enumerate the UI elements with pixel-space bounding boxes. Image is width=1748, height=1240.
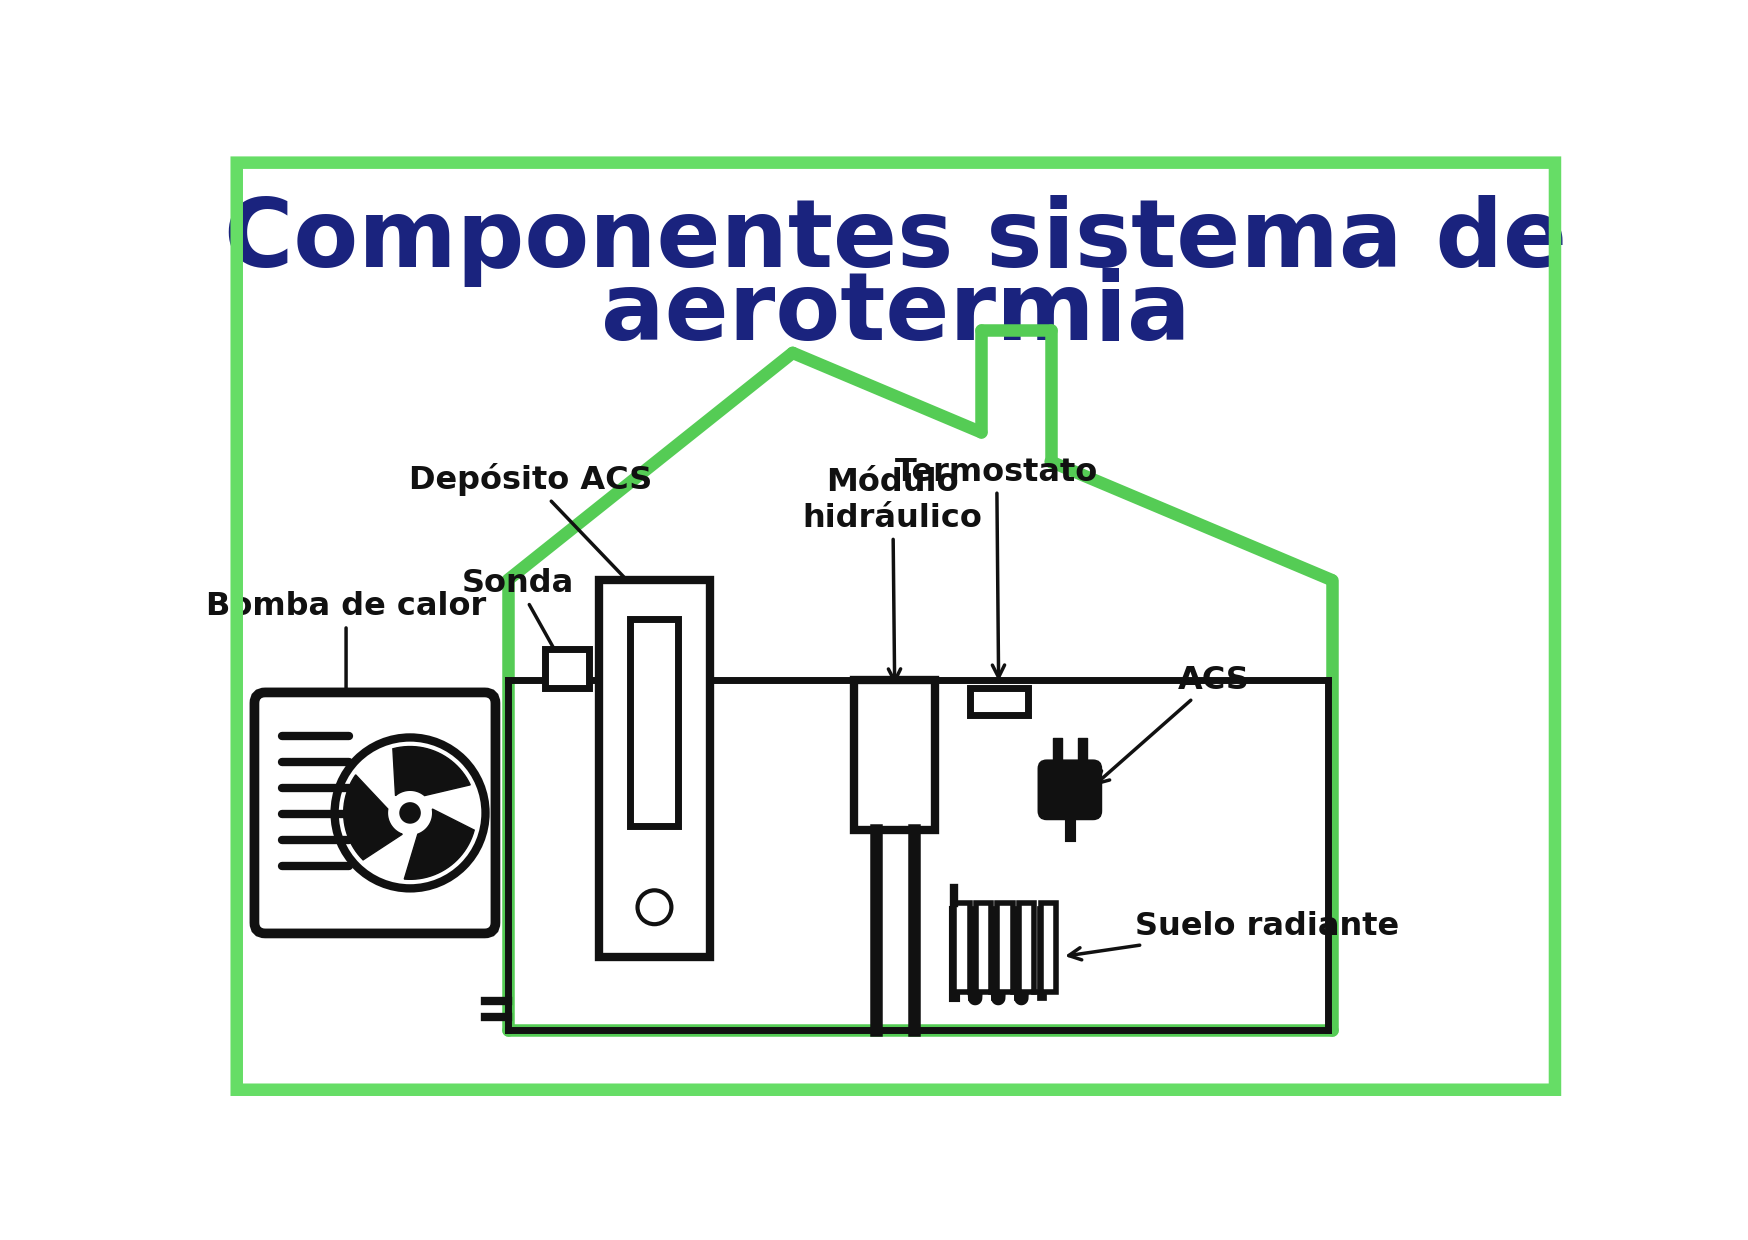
Text: Componentes sistema de: Componentes sistema de bbox=[224, 195, 1568, 286]
Bar bbox=[545, 650, 589, 688]
Polygon shape bbox=[393, 746, 470, 796]
Text: Módulo
hidráulico: Módulo hidráulico bbox=[802, 467, 982, 681]
Polygon shape bbox=[404, 808, 474, 879]
Text: aerotermia: aerotermia bbox=[601, 268, 1190, 360]
Circle shape bbox=[638, 890, 671, 924]
Circle shape bbox=[334, 738, 486, 888]
Text: ACS: ACS bbox=[1096, 665, 1250, 784]
Bar bbox=[954, 904, 970, 992]
Bar bbox=[970, 688, 1028, 714]
Circle shape bbox=[399, 802, 421, 823]
Bar bbox=[998, 904, 1012, 992]
Bar bbox=[975, 904, 991, 992]
Bar bbox=[1040, 904, 1056, 992]
Bar bbox=[855, 680, 935, 831]
Text: Sonda: Sonda bbox=[461, 568, 573, 675]
FancyBboxPatch shape bbox=[1038, 759, 1103, 820]
Text: Bomba de calor: Bomba de calor bbox=[206, 591, 486, 703]
Text: Depósito ACS: Depósito ACS bbox=[409, 464, 652, 598]
Polygon shape bbox=[344, 775, 402, 859]
Bar bbox=[1019, 904, 1035, 992]
FancyBboxPatch shape bbox=[255, 692, 495, 934]
Bar bbox=[598, 580, 710, 957]
Bar bbox=[631, 619, 678, 826]
Text: Termostato: Termostato bbox=[895, 456, 1098, 677]
Text: Suelo radiante: Suelo radiante bbox=[1068, 911, 1400, 960]
